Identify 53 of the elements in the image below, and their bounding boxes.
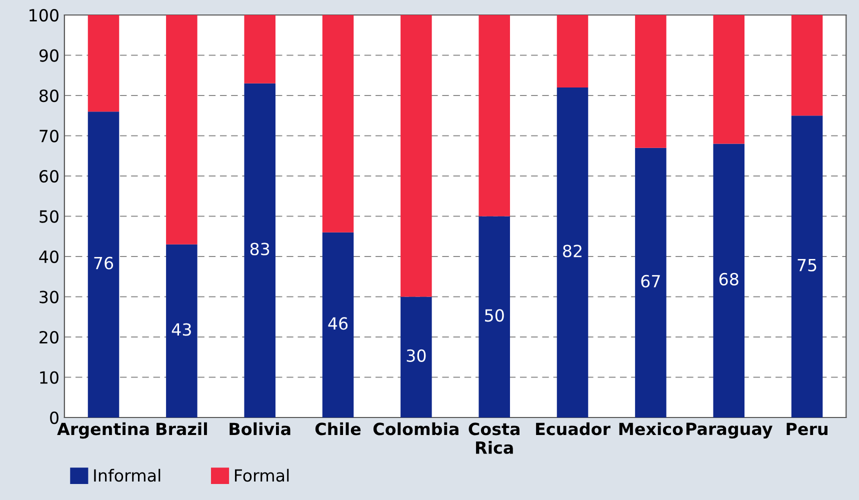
bar — [166, 244, 198, 418]
data-label: 50 — [485, 309, 504, 322]
bar — [244, 15, 276, 84]
bar — [791, 15, 823, 116]
bar — [88, 15, 120, 112]
x-tick-label: Mexico — [619, 422, 683, 436]
bar — [713, 15, 744, 144]
x-tick-label: Bolivia — [230, 422, 290, 436]
y-tick-label: 40 — [39, 250, 58, 264]
y-tick-label: 90 — [39, 49, 58, 62]
y-tick-label: 70 — [40, 130, 58, 142]
x-tick-label: Peru — [786, 422, 828, 436]
bar — [166, 15, 198, 244]
data-label: 67 — [641, 274, 660, 288]
bar — [791, 116, 823, 418]
y-tick-label: 10 — [40, 371, 58, 384]
x-tick-label: Argentina — [57, 422, 149, 439]
bar — [478, 15, 510, 216]
data-label: 30 — [406, 349, 426, 362]
bar — [556, 15, 588, 88]
y-tick-label: 60 — [40, 170, 58, 183]
data-label: 75 — [798, 259, 816, 272]
data-label: 83 — [250, 242, 270, 256]
bar — [556, 87, 588, 418]
y-tick-label: 0 — [50, 411, 58, 424]
x-tick-label: Colombia — [373, 422, 458, 436]
data-label: 43 — [172, 323, 191, 336]
x-tick-label: Brazil — [156, 422, 207, 436]
bar — [400, 15, 432, 297]
bar — [88, 112, 120, 418]
y-tick-label: 50 — [40, 210, 58, 223]
data-label: 82 — [563, 244, 582, 258]
bar — [635, 15, 666, 148]
y-tick-label: 100 — [30, 8, 58, 22]
y-tick-label: 30 — [40, 290, 58, 304]
bar — [478, 216, 510, 418]
legend-label: Informal — [94, 468, 160, 482]
y-tick-label: 20 — [40, 330, 58, 344]
data-label: 76 — [94, 256, 114, 270]
bar — [635, 148, 666, 418]
data-label: 68 — [719, 272, 738, 286]
bar — [322, 15, 354, 232]
bar — [400, 296, 432, 418]
x-tick-label: Chile — [315, 422, 361, 436]
bar — [713, 144, 744, 418]
x-tick-label: Ecuador — [536, 422, 610, 436]
x-tick-label: Paraguay — [686, 422, 772, 438]
bar — [244, 83, 276, 418]
y-tick-label: 80 — [39, 89, 58, 102]
data-label: 46 — [328, 317, 348, 330]
bar — [322, 232, 354, 418]
legend-label: Formal — [234, 468, 289, 482]
x-tick-label: Costa Rica — [468, 422, 520, 454]
